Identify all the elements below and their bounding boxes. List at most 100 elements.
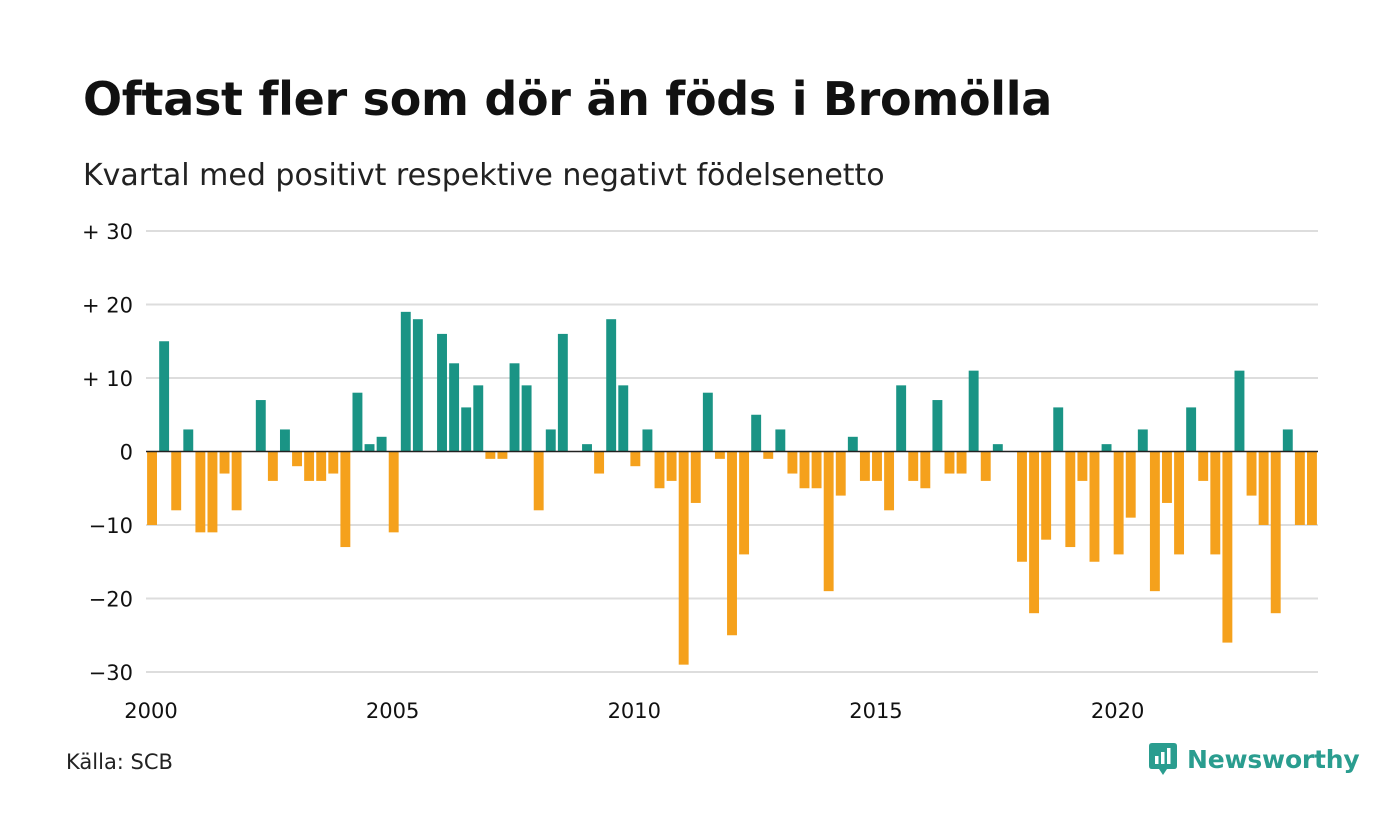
bar bbox=[642, 429, 653, 452]
bar bbox=[666, 451, 677, 481]
bar bbox=[1222, 451, 1233, 643]
bar bbox=[497, 451, 508, 459]
y-tick-label: + 20 bbox=[82, 294, 133, 318]
y-tick-label: −10 bbox=[89, 514, 133, 538]
bar bbox=[1149, 451, 1160, 592]
bar bbox=[618, 385, 629, 452]
bar bbox=[521, 385, 532, 452]
newsworthy-logo-icon bbox=[1149, 743, 1177, 775]
y-tick-label: −20 bbox=[89, 588, 133, 612]
x-tick-label: 2000 bbox=[124, 699, 177, 723]
bar bbox=[1210, 451, 1221, 555]
bar bbox=[1077, 451, 1088, 481]
bar bbox=[606, 319, 617, 452]
bar bbox=[1246, 451, 1257, 496]
bar bbox=[714, 451, 725, 459]
bar bbox=[1113, 451, 1124, 555]
bar bbox=[992, 444, 1003, 452]
bar bbox=[1053, 407, 1064, 452]
bar bbox=[859, 451, 870, 481]
bar bbox=[171, 451, 182, 511]
bar bbox=[884, 451, 895, 511]
bar bbox=[279, 429, 290, 452]
bar bbox=[751, 414, 762, 452]
bar bbox=[847, 436, 858, 452]
bar bbox=[328, 451, 339, 474]
bar bbox=[364, 444, 375, 452]
bar bbox=[594, 451, 605, 474]
bar bbox=[219, 451, 230, 474]
bar bbox=[727, 451, 737, 636]
bar bbox=[340, 451, 351, 548]
bar bbox=[1029, 451, 1040, 614]
bar bbox=[1234, 370, 1245, 452]
bar bbox=[739, 451, 750, 555]
brand-name: Newsworthy bbox=[1187, 744, 1360, 774]
bar bbox=[1186, 407, 1197, 452]
bar bbox=[702, 392, 713, 452]
y-tick-label: + 10 bbox=[82, 367, 133, 391]
bar bbox=[1162, 451, 1172, 503]
bar bbox=[1294, 451, 1305, 525]
bar bbox=[980, 451, 991, 481]
x-tick-label: 2020 bbox=[1091, 699, 1144, 723]
bar bbox=[147, 451, 157, 525]
bar bbox=[388, 451, 399, 533]
bar bbox=[1174, 451, 1185, 555]
bar bbox=[304, 451, 315, 481]
brand-logo: Newsworthy bbox=[1148, 742, 1360, 776]
bar bbox=[1101, 444, 1112, 452]
bar bbox=[316, 451, 327, 481]
bar bbox=[231, 451, 242, 511]
bar bbox=[461, 407, 472, 452]
y-axis-ticks: + 30 + 20 + 10 0 −10 −20 −30 bbox=[82, 220, 133, 685]
bar bbox=[932, 400, 943, 452]
bar bbox=[292, 451, 302, 467]
bar bbox=[376, 436, 387, 452]
bar bbox=[159, 341, 170, 452]
bar bbox=[678, 451, 689, 665]
y-tick-label: −30 bbox=[89, 661, 133, 685]
bar bbox=[1270, 451, 1281, 614]
bar bbox=[183, 429, 194, 452]
bar bbox=[823, 451, 834, 592]
bar bbox=[872, 451, 882, 481]
y-tick-label: + 30 bbox=[82, 220, 133, 244]
bar bbox=[485, 451, 496, 459]
bar bbox=[195, 451, 206, 533]
bar bbox=[437, 333, 447, 452]
x-tick-label: 2015 bbox=[849, 699, 902, 723]
bar bbox=[1282, 429, 1293, 452]
bar bbox=[1065, 451, 1076, 548]
chart-subtitle: Kvartal med positivt respektive negativt… bbox=[83, 158, 885, 193]
bar bbox=[956, 451, 967, 474]
bar bbox=[835, 451, 846, 496]
y-tick-label: 0 bbox=[120, 441, 133, 465]
bar bbox=[509, 363, 520, 452]
bar bbox=[811, 451, 822, 489]
bar bbox=[1125, 451, 1136, 518]
bar bbox=[352, 392, 363, 452]
chart-title: Oftast fler som dör än föds i Bromölla bbox=[83, 72, 1052, 126]
bar bbox=[207, 451, 218, 533]
bar bbox=[1137, 429, 1148, 452]
bar bbox=[473, 385, 484, 452]
bar bbox=[412, 319, 423, 452]
bar bbox=[908, 451, 919, 481]
bar bbox=[1017, 451, 1027, 562]
bars bbox=[147, 311, 1317, 665]
x-tick-label: 2005 bbox=[366, 699, 419, 723]
bar bbox=[400, 311, 411, 452]
bar bbox=[545, 429, 556, 452]
bar bbox=[582, 444, 592, 452]
bar bbox=[267, 451, 278, 481]
bar bbox=[763, 451, 774, 459]
bar bbox=[255, 400, 266, 452]
bar bbox=[533, 451, 544, 511]
bar bbox=[449, 363, 460, 452]
bar bbox=[1089, 451, 1100, 562]
bar bbox=[787, 451, 798, 474]
source-note: Källa: SCB bbox=[66, 750, 173, 774]
bar bbox=[920, 451, 931, 489]
